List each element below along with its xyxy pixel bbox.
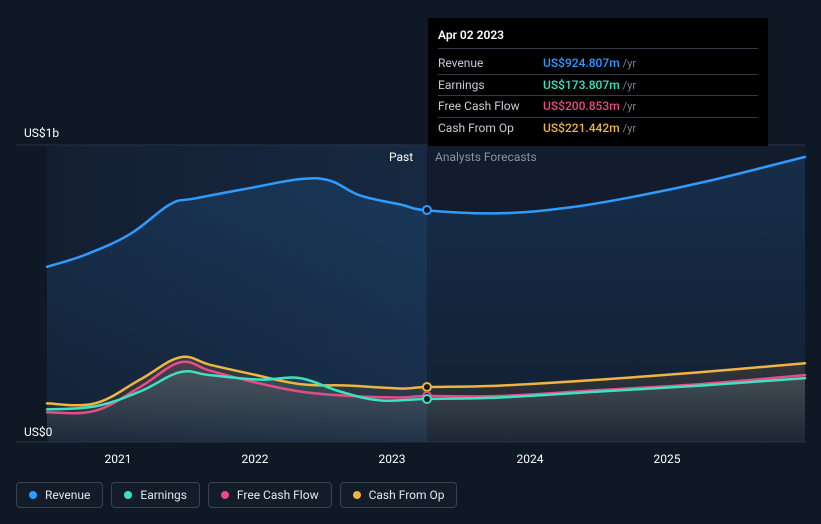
legend-item-free-cash-flow[interactable]: Free Cash Flow <box>208 482 332 508</box>
tooltip-row-unit: /yr <box>623 99 636 116</box>
tooltip-row: EarningsUS$173.807m/yr <box>438 75 758 97</box>
tooltip-row-value: US$173.807m <box>543 76 620 94</box>
tooltip: Apr 02 2023 RevenueUS$924.807m/yrEarning… <box>428 18 768 146</box>
past-label: Past <box>389 150 413 164</box>
tooltip-row-label: Cash From Op <box>438 119 543 137</box>
tooltip-row: RevenueUS$924.807m/yr <box>438 53 758 75</box>
tooltip-row-value: US$221.442m <box>543 119 620 137</box>
legend-dot-icon <box>29 491 37 499</box>
tooltip-row: Cash From OpUS$221.442m/yr <box>438 118 758 139</box>
tooltip-row: Free Cash FlowUS$200.853m/yr <box>438 96 758 118</box>
x-axis-label: 2024 <box>517 452 544 466</box>
tooltip-row-unit: /yr <box>623 121 636 138</box>
legend-item-label: Cash From Op <box>369 488 445 502</box>
forecast-label: Analysts Forecasts <box>435 150 537 164</box>
series-marker-earnings <box>422 394 432 404</box>
tooltip-row-value: US$200.853m <box>543 97 620 115</box>
series-marker-revenue <box>422 205 432 215</box>
chart-container: US$1b US$0 2021 2022 2023 2024 2025 Past Anal… <box>0 0 821 524</box>
x-axis-label: 2022 <box>242 452 269 466</box>
y-axis-label: US$0 <box>24 425 52 439</box>
legend-dot-icon <box>221 491 229 499</box>
y-axis-label: US$1b <box>24 126 59 140</box>
legend-item-label: Free Cash Flow <box>237 488 319 502</box>
legend-dot-icon <box>353 491 361 499</box>
x-axis-label: 2021 <box>105 452 132 466</box>
tooltip-row-label: Earnings <box>438 76 543 94</box>
legend-item-revenue[interactable]: Revenue <box>16 482 103 508</box>
tooltip-date: Apr 02 2023 <box>438 26 758 49</box>
x-axis-label: 2025 <box>654 452 681 466</box>
tooltip-row-unit: /yr <box>623 56 636 73</box>
x-axis-label: 2023 <box>379 452 406 466</box>
tooltip-row-label: Free Cash Flow <box>438 97 543 115</box>
legend-dot-icon <box>124 491 132 499</box>
tooltip-row-label: Revenue <box>438 54 543 72</box>
legend-item-label: Revenue <box>45 488 90 502</box>
legend-item-earnings[interactable]: Earnings <box>111 482 200 508</box>
tooltip-row-value: US$924.807m <box>543 54 620 72</box>
tooltip-row-unit: /yr <box>623 78 636 95</box>
legend-item-cash-from-op[interactable]: Cash From Op <box>340 482 458 508</box>
legend: Revenue Earnings Free Cash Flow Cash From O… <box>16 482 457 508</box>
legend-item-label: Earnings <box>140 488 187 502</box>
